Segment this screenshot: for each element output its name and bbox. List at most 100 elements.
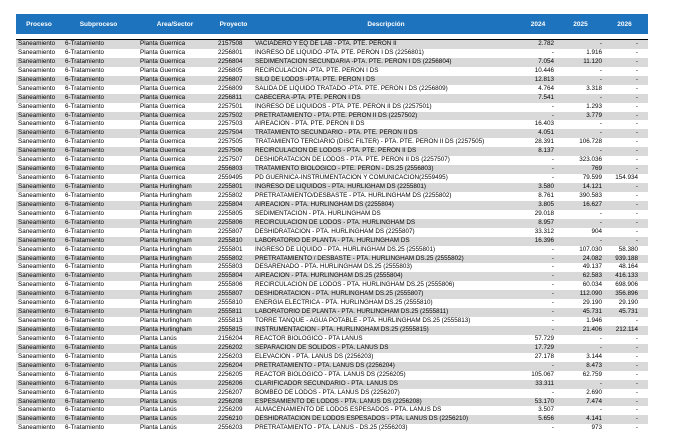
cell-proyecto: 2556803 [218, 165, 243, 173]
cell-proyecto: 2555815 [218, 326, 243, 333]
cell-y2026: - [635, 40, 638, 47]
cell-descripcion: LABORATORIO DE PLANTA - PTA. HURLINGHAM … [255, 236, 410, 244]
cell-y2025: 323.036 [579, 156, 602, 164]
table-header-row: Proceso Subproceso Área/Sector Proyecto Desc… [16, 14, 648, 34]
cell-proceso: Saneamiento [18, 138, 56, 146]
cell-area-sector: Planta Hurlingham [140, 236, 192, 244]
cell-subproceso: 6-Tratamiento [65, 191, 104, 199]
cell-y2024: 7.541 [538, 93, 554, 101]
cell-descripcion: PRETRATAMIENTO - PTA. LANÚS - DS.25 (255… [255, 424, 408, 432]
cell-y2024: 53.170 [534, 397, 554, 405]
cell-y2025: - [599, 334, 602, 342]
cell-y2024: 8.137 [538, 147, 554, 155]
cell-y2026: 45.731 [618, 308, 638, 316]
projects-table: Proceso Subproceso Área/Sector Proyecto Desc… [16, 14, 648, 434]
cell-descripcion: AIREACIÓN - PTA. HURLINGHAM DS.25 (25558… [255, 272, 403, 280]
column-header-y2026: 2026 [617, 20, 632, 28]
cell-y2024: 7.054 [538, 57, 554, 65]
column-header-proceso: Proceso [26, 20, 52, 28]
column-header-proyecto: Proyecto [219, 20, 248, 28]
cell-y2024: - [551, 290, 554, 298]
cell-proceso: Saneamiento [18, 156, 56, 164]
cell-y2026: 58.380 [618, 245, 638, 253]
cell-proyecto: 2555811 [218, 308, 243, 316]
cell-proceso: Saneamiento [18, 57, 56, 65]
table-row: Saneamiento 6-Tratamiento Planta Hurlingha… [16, 245, 648, 255]
cell-y2024: - [551, 245, 554, 253]
cell-area-sector: Planta Lanús [140, 370, 177, 378]
cell-proyecto: 2555802 [218, 254, 243, 262]
cell-descripcion: RECIRCULACIÓN DE LODOS - PTA. PTE. PERÓN… [255, 147, 417, 155]
cell-y2026: 154.934 [615, 174, 638, 182]
cell-proyecto: 2256207 [218, 388, 243, 396]
cell-proceso: Saneamiento [18, 102, 56, 110]
cell-y2025: - [599, 236, 602, 244]
cell-proyecto: 2555803 [218, 263, 243, 271]
cell-descripcion: DESHIDRATACIÓN DE LODOS ESPESADOS - PTA.… [255, 415, 469, 423]
cell-y2026: - [635, 191, 638, 199]
cell-proceso: Saneamiento [18, 424, 56, 432]
cell-subproceso: 6-Tratamiento [65, 370, 104, 378]
cell-y2026: - [635, 120, 638, 128]
cell-area-sector: Planta Lanús [140, 343, 177, 351]
cell-subproceso: 6-Tratamiento [65, 263, 104, 271]
cell-descripcion: SEDIMENTACIÓN - PTA. HURLINGHAM DS [255, 209, 381, 217]
cell-subproceso: 6-Tratamiento [65, 84, 104, 92]
cell-descripcion: RECIRCULACIÓN DE LODOS - PTA. HURLINGHAM… [255, 218, 416, 226]
table-row: Saneamiento 6-Tratamiento Planta Hurlingha… [16, 227, 648, 237]
cell-area-sector: Planta Hurlingham [140, 308, 192, 316]
cell-y2025: 1.916 [586, 48, 602, 56]
cell-area-sector: Planta Lanús [140, 406, 177, 414]
cell-y2026: - [635, 397, 638, 405]
cell-subproceso: 6-Tratamiento [65, 361, 104, 369]
cell-area-sector: Planta Lanús [140, 352, 177, 360]
table-row: Saneamiento 6-Tratamiento Planta Guernica 2… [16, 120, 648, 130]
cell-y2026: - [635, 84, 638, 92]
cell-y2025: 79.599 [582, 174, 602, 182]
cell-y2025: - [599, 129, 602, 137]
cell-y2025: - [599, 343, 602, 351]
cell-proceso: Saneamiento [18, 111, 56, 119]
cell-y2026: 29.190 [618, 299, 638, 307]
cell-y2024: 5.656 [538, 415, 554, 423]
cell-area-sector: Planta Guernica [140, 40, 186, 47]
table-row: Saneamiento 6-Tratamiento Planta Lanús 2256… [16, 352, 648, 362]
cell-subproceso: 6-Tratamiento [65, 326, 104, 333]
cell-proyecto: 2255810 [218, 236, 243, 244]
cell-y2026: - [635, 334, 638, 342]
cell-y2025: - [599, 406, 602, 414]
cell-subproceso: 6-Tratamiento [65, 93, 104, 101]
cell-y2024: - [551, 281, 554, 289]
cell-proyecto: 2555810 [218, 299, 243, 307]
cell-proceso: Saneamiento [18, 174, 56, 182]
cell-subproceso: 6-Tratamiento [65, 281, 104, 289]
cell-y2024: 10.446 [534, 66, 554, 74]
cell-proceso: Saneamiento [18, 120, 56, 128]
cell-proyecto: 2555804 [218, 272, 243, 280]
cell-y2025: 11.120 [583, 57, 602, 65]
cell-area-sector: Planta Hurlingham [140, 326, 192, 333]
cell-y2025: 107.030 [579, 245, 602, 253]
cell-y2024: 105.067 [531, 370, 554, 378]
column-header-y2025: 2025 [573, 20, 588, 28]
cell-subproceso: 6-Tratamiento [65, 165, 104, 173]
cell-y2026: - [635, 370, 638, 378]
cell-area-sector: Planta Guernica [140, 84, 186, 92]
cell-y2024: 12.813 [534, 75, 554, 83]
cell-y2026: - [635, 183, 638, 190]
cell-y2026: - [635, 343, 638, 351]
cell-proceso: Saneamiento [18, 317, 56, 325]
cell-y2026: - [635, 66, 638, 74]
cell-y2026: - [635, 165, 638, 173]
cell-area-sector: Planta Hurlingham [140, 209, 192, 217]
cell-proceso: Saneamiento [18, 263, 56, 271]
cell-proceso: Saneamiento [18, 218, 56, 226]
table-row: Saneamiento 6-Tratamiento Planta Guernica 2… [16, 147, 648, 157]
cell-proyecto: 2256204 [218, 361, 243, 369]
cell-descripcion: SEDIMENTACIÓN SECUNDARIA -PTA. PTE. PERÓ… [255, 57, 452, 65]
cell-proceso: Saneamiento [18, 326, 56, 333]
table-row: Saneamiento 6-Tratamiento Planta Guernica 2… [16, 93, 648, 103]
cell-y2024: - [551, 326, 554, 333]
cell-subproceso: 6-Tratamiento [65, 102, 104, 110]
cell-proyecto: 2255807 [218, 227, 243, 235]
